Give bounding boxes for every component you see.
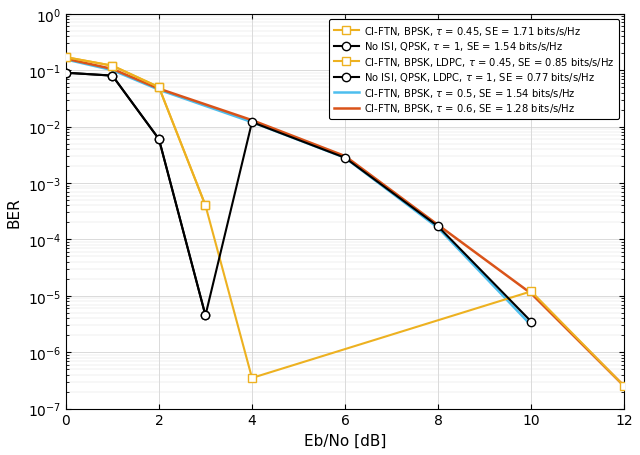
Line: CI-FTN, BPSK, τ = 0.45, SE = 1.71 bits/s/Hz: CI-FTN, BPSK, τ = 0.45, SE = 1.71 bits/s… [61,54,210,210]
CI-FTN, BPSK, τ = 0.6, SE = 1.28 bits/s/Hz [109,67,116,72]
CI-FTN, BPSK, τ = 0.5, SE = 1.54 bits/s/Hz [62,58,70,63]
Line: CI-FTN, BPSK, τ = 0.5, SE = 1.54 bits/s/Hz: CI-FTN, BPSK, τ = 0.5, SE = 1.54 bits/s/… [66,61,531,326]
CI-FTN, BPSK, LDPC, τ = 0.45, SE = 0.85 bits/s/Hz [155,85,163,91]
CI-FTN, BPSK, LDPC, τ = 0.45, SE = 0.85 bits/s/Hz [62,56,70,61]
CI-FTN, BPSK, LDPC, τ = 0.45, SE = 0.85 bits/s/Hz [109,64,116,69]
Legend: CI-FTN, BPSK, $\tau$ = 0.45, SE = 1.71 bits/s/Hz, No ISI, QPSK, $\tau$ = 1, SE =: CI-FTN, BPSK, $\tau$ = 0.45, SE = 1.71 b… [329,20,620,120]
CI-FTN, BPSK, τ = 0.6, SE = 1.28 bits/s/Hz [620,384,628,389]
Y-axis label: BER: BER [7,197,22,227]
CI-FTN, BPSK, τ = 0.45, SE = 1.71 bits/s/Hz [202,203,209,209]
No ISI, QPSK, τ = 1, SE = 1.54 bits/s/Hz [202,313,209,318]
No ISI, QPSK, LDPC, τ = 1, SE = 0.77 bits/s/Hz [202,313,209,318]
CI-FTN, BPSK, τ = 0.45, SE = 1.71 bits/s/Hz [62,56,70,61]
CI-FTN, BPSK, LDPC, τ = 0.45, SE = 0.85 bits/s/Hz [248,375,256,381]
CI-FTN, BPSK, LDPC, τ = 0.45, SE = 0.85 bits/s/Hz [620,384,628,389]
CI-FTN, BPSK, τ = 0.6, SE = 1.28 bits/s/Hz [527,291,535,297]
CI-FTN, BPSK, τ = 0.45, SE = 1.71 bits/s/Hz [109,64,116,69]
CI-FTN, BPSK, τ = 0.5, SE = 1.54 bits/s/Hz [435,226,442,231]
CI-FTN, BPSK, τ = 0.5, SE = 1.54 bits/s/Hz [155,88,163,93]
CI-FTN, BPSK, τ = 0.6, SE = 1.28 bits/s/Hz [155,87,163,92]
CI-FTN, BPSK, τ = 0.5, SE = 1.54 bits/s/Hz [341,156,349,161]
No ISI, QPSK, τ = 1, SE = 1.54 bits/s/Hz [109,74,116,79]
CI-FTN, BPSK, τ = 0.5, SE = 1.54 bits/s/Hz [248,120,256,126]
CI-FTN, BPSK, τ = 0.5, SE = 1.54 bits/s/Hz [109,68,116,74]
No ISI, QPSK, τ = 1, SE = 1.54 bits/s/Hz [62,71,70,76]
No ISI, QPSK, LDPC, τ = 1, SE = 0.77 bits/s/Hz [155,137,163,142]
CI-FTN, BPSK, τ = 0.6, SE = 1.28 bits/s/Hz [248,118,256,124]
CI-FTN, BPSK, τ = 0.5, SE = 1.54 bits/s/Hz [527,323,535,329]
CI-FTN, BPSK, τ = 0.6, SE = 1.28 bits/s/Hz [341,154,349,159]
No ISI, QPSK, LDPC, τ = 1, SE = 0.77 bits/s/Hz [62,71,70,76]
CI-FTN, BPSK, τ = 0.45, SE = 1.71 bits/s/Hz [155,85,163,91]
CI-FTN, BPSK, LDPC, τ = 0.45, SE = 0.85 bits/s/Hz [202,203,209,209]
Line: No ISI, QPSK, τ = 1, SE = 1.54 bits/s/Hz: No ISI, QPSK, τ = 1, SE = 1.54 bits/s/Hz [61,70,210,320]
No ISI, QPSK, LDPC, τ = 1, SE = 0.77 bits/s/Hz [341,156,349,161]
No ISI, QPSK, LDPC, τ = 1, SE = 0.77 bits/s/Hz [109,74,116,79]
No ISI, QPSK, LDPC, τ = 1, SE = 0.77 bits/s/Hz [527,319,535,324]
X-axis label: Eb/No [dB]: Eb/No [dB] [304,433,386,448]
No ISI, QPSK, τ = 1, SE = 1.54 bits/s/Hz [155,137,163,142]
Line: CI-FTN, BPSK, LDPC, τ = 0.45, SE = 0.85 bits/s/Hz: CI-FTN, BPSK, LDPC, τ = 0.45, SE = 0.85 … [61,54,628,390]
CI-FTN, BPSK, τ = 0.6, SE = 1.28 bits/s/Hz [62,57,70,62]
No ISI, QPSK, LDPC, τ = 1, SE = 0.77 bits/s/Hz [435,224,442,230]
No ISI, QPSK, LDPC, τ = 1, SE = 0.77 bits/s/Hz [248,120,256,126]
Line: CI-FTN, BPSK, τ = 0.6, SE = 1.28 bits/s/Hz: CI-FTN, BPSK, τ = 0.6, SE = 1.28 bits/s/… [66,60,624,386]
Line: No ISI, QPSK, LDPC, τ = 1, SE = 0.77 bits/s/Hz: No ISI, QPSK, LDPC, τ = 1, SE = 0.77 bit… [61,70,535,326]
CI-FTN, BPSK, LDPC, τ = 0.45, SE = 0.85 bits/s/Hz [527,289,535,294]
CI-FTN, BPSK, τ = 0.6, SE = 1.28 bits/s/Hz [435,223,442,228]
